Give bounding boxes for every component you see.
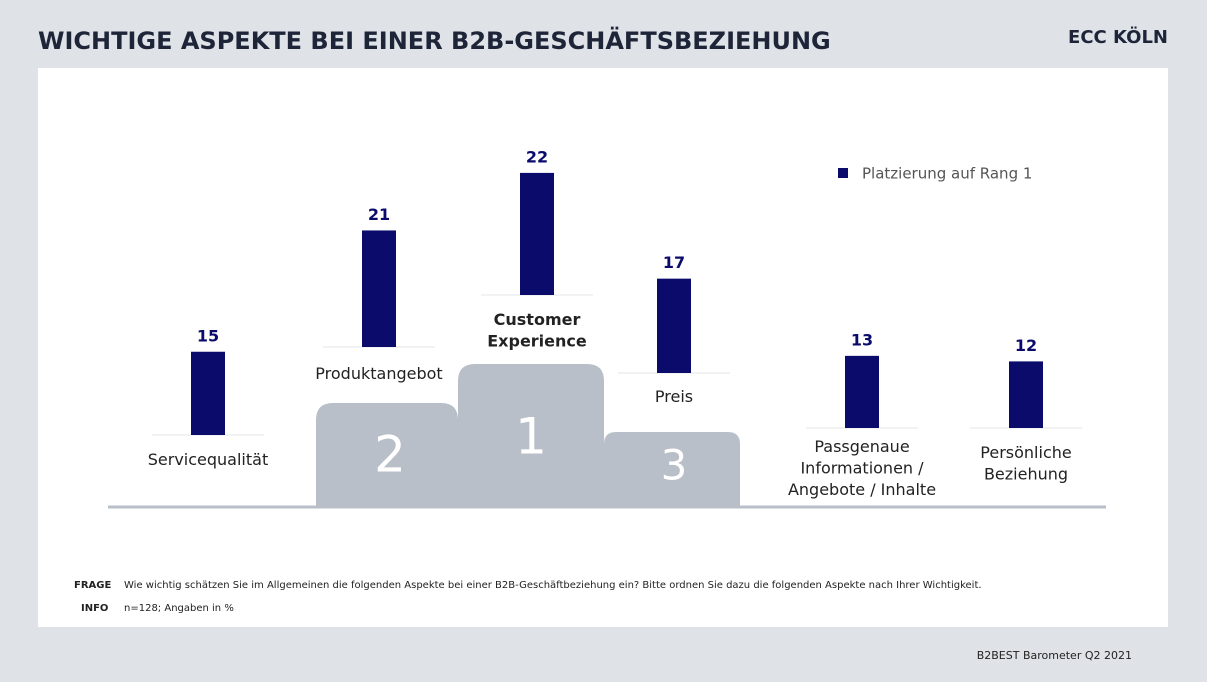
category-label: Persönliche Beziehung [980,443,1071,484]
title: WICHTIGE ASPEKTE BEI EINER B2B-GESCHÄFTS… [38,26,831,55]
question-label: FRAGE [74,580,111,591]
category-label: Customer Experience [487,310,587,351]
podium-number: 2 [374,426,406,484]
panel [38,68,1168,627]
category-label: Passgenaue Informationen / Angebote / Inha… [788,437,936,499]
source: B2BEST Barometer Q2 2021 [977,649,1132,662]
brand: ECC KÖLN [1068,26,1168,48]
value-label: 21 [368,205,390,224]
bar [657,278,691,373]
value-label: 15 [197,326,219,345]
legend-label: Platzierung auf Rang 1 [862,165,1032,183]
value-label: 12 [1015,336,1037,355]
question: Wie wichtig schätzen Sie im Allgemeinen … [124,580,982,591]
bar [520,172,554,295]
podium [316,364,740,507]
bar [1009,361,1043,428]
info: n=128; Angaben in % [124,603,234,614]
podium-3 [604,432,740,507]
value-label: 17 [663,253,685,272]
podium-number: 1 [515,408,547,466]
podium-1 [458,364,604,507]
bar [362,230,396,347]
category-label: Servicequalität [148,450,268,469]
category-label: Produktangebot [315,364,442,383]
podium-number: 3 [661,441,688,490]
info-label: INFO [81,603,108,614]
value-label: 22 [526,147,548,166]
podium-2 [316,403,458,507]
bar [191,351,225,435]
category-label: Preis [655,387,693,406]
legend-swatch [838,168,848,178]
bar [845,355,879,428]
value-label: 13 [851,330,873,349]
